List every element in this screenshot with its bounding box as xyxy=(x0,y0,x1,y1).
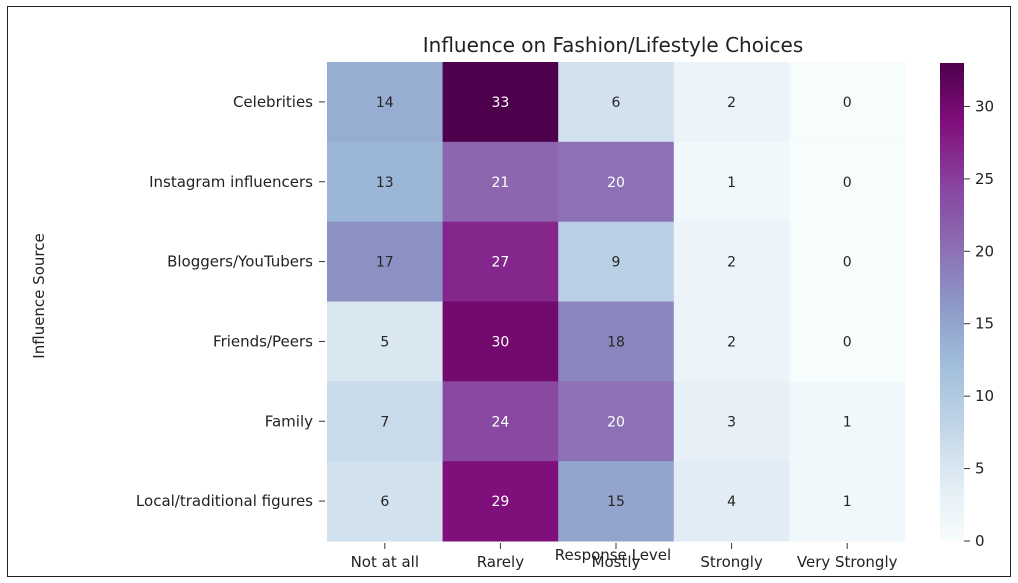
x-tick-label: Very Strongly xyxy=(797,553,898,571)
cell-value-label: 0 xyxy=(843,175,852,191)
heatmap-cell xyxy=(327,62,444,143)
y-tick-label: Family xyxy=(265,412,313,430)
heatmap-cell xyxy=(442,381,559,462)
heatmap-cell xyxy=(442,221,559,302)
heatmap-cell xyxy=(558,301,675,382)
chart-frame: Influence on Fashion/Lifestyle Choices 1… xyxy=(7,6,1011,577)
colorbar-tick-label: 20 xyxy=(975,242,994,260)
cell-value-label: 29 xyxy=(491,494,509,510)
heatmap-cell xyxy=(558,461,675,542)
heatmap-cell xyxy=(789,141,906,223)
heatmap-cell xyxy=(442,461,559,542)
heatmap-cell xyxy=(789,381,906,462)
heatmap-cell xyxy=(673,141,790,223)
x-tick-label: Rarely xyxy=(477,553,525,571)
heatmap-cell xyxy=(673,461,790,542)
heatmap-cell xyxy=(558,381,675,462)
heatmap-cell xyxy=(327,461,444,542)
cell-value-label: 18 xyxy=(607,334,625,350)
cell-value-label: 0 xyxy=(843,255,852,271)
cell-value-label: 1 xyxy=(843,494,852,510)
cell-value-label: 27 xyxy=(491,255,509,271)
heatmap-cell xyxy=(789,221,906,302)
cell-value-label: 24 xyxy=(491,414,509,430)
cell-value-label: 5 xyxy=(380,334,389,350)
cell-value-label: 0 xyxy=(843,334,852,350)
heatmap-cells: 14 33 6 2 013 21 20 1 017 27 9 2 05 30 18 2 07 24 20 3 16 29 1… xyxy=(327,62,906,542)
x-tick-label: Strongly xyxy=(700,553,763,571)
y-tick-label: Friends/Peers xyxy=(213,332,313,350)
colorbar-tick-label: 0 xyxy=(975,532,985,550)
x-tick-labels: Not at all Rarely Mostly Strongly Very Stron… xyxy=(351,543,898,571)
heatmap-cell xyxy=(673,301,790,382)
heatmap-cell xyxy=(442,301,559,382)
y-tick-label: Instagram influencers xyxy=(149,173,313,191)
colorbar-tick-label: 15 xyxy=(975,315,994,333)
heatmap-cell xyxy=(327,381,444,462)
x-axis-label: Response Level xyxy=(555,546,671,564)
heatmap-cell xyxy=(442,62,559,143)
cell-value-label: 13 xyxy=(376,175,394,191)
cell-value-label: 9 xyxy=(612,255,621,271)
cell-value-label: 2 xyxy=(727,255,736,271)
cell-value-label: 2 xyxy=(727,334,736,350)
heatmap-cell xyxy=(558,141,675,223)
heatmap-cell xyxy=(789,461,906,542)
cell-value-label: 30 xyxy=(491,334,509,350)
heatmap-cell xyxy=(442,141,559,223)
colorbar-tick-label: 25 xyxy=(975,170,994,188)
colorbar-tick-label: 5 xyxy=(975,460,985,478)
x-tick-label: Mostly xyxy=(592,553,641,571)
y-axis-label: Influence Source xyxy=(30,233,48,358)
heatmap-cell xyxy=(327,221,444,302)
cell-value-label: 17 xyxy=(376,255,394,271)
heatmap-cell xyxy=(673,381,790,462)
heatmap-cell xyxy=(327,141,444,223)
cell-value-label: 15 xyxy=(607,494,625,510)
cell-value-label: 4 xyxy=(727,494,736,510)
cell-value-label: 7 xyxy=(380,414,389,430)
heatmap-cell xyxy=(789,301,906,382)
heatmap-cell xyxy=(789,62,906,143)
colorbar-tick-label: 30 xyxy=(975,97,994,115)
x-tick-label: Not at all xyxy=(351,553,419,571)
heatmap-cell xyxy=(558,62,675,143)
cell-value-label: 0 xyxy=(843,95,852,111)
heatmap-cell xyxy=(558,221,675,302)
heatmap-chart: Influence on Fashion/Lifestyle Choices 1… xyxy=(30,33,994,571)
heatmap-cell xyxy=(673,221,790,302)
y-tick-labels: Celebrities Instagram influencers Bloggers… xyxy=(136,93,325,510)
cell-value-label: 21 xyxy=(491,175,509,191)
cell-value-label: 20 xyxy=(607,414,625,430)
cell-value-label: 1 xyxy=(727,175,736,191)
cell-value-label: 14 xyxy=(376,95,394,111)
cell-value-label: 33 xyxy=(491,95,509,111)
heatmap-cell xyxy=(327,301,444,382)
y-tick-label: Local/traditional figures xyxy=(136,492,313,510)
heatmap-cell xyxy=(673,62,790,143)
cell-value-label: 20 xyxy=(607,175,625,191)
cell-value-label: 6 xyxy=(612,95,621,111)
y-tick-label: Bloggers/YouTubers xyxy=(167,253,313,271)
colorbar xyxy=(940,63,964,541)
chart-title: Influence on Fashion/Lifestyle Choices xyxy=(423,33,804,57)
y-tick-label: Celebrities xyxy=(233,93,313,111)
cell-value-label: 6 xyxy=(380,494,389,510)
colorbar-ticks: 0 5 10 15 20 25 30 xyxy=(964,97,994,550)
cell-value-label: 3 xyxy=(727,414,736,430)
cell-value-label: 1 xyxy=(843,414,852,430)
colorbar-tick-label: 10 xyxy=(975,387,994,405)
cell-value-label: 2 xyxy=(727,95,736,111)
